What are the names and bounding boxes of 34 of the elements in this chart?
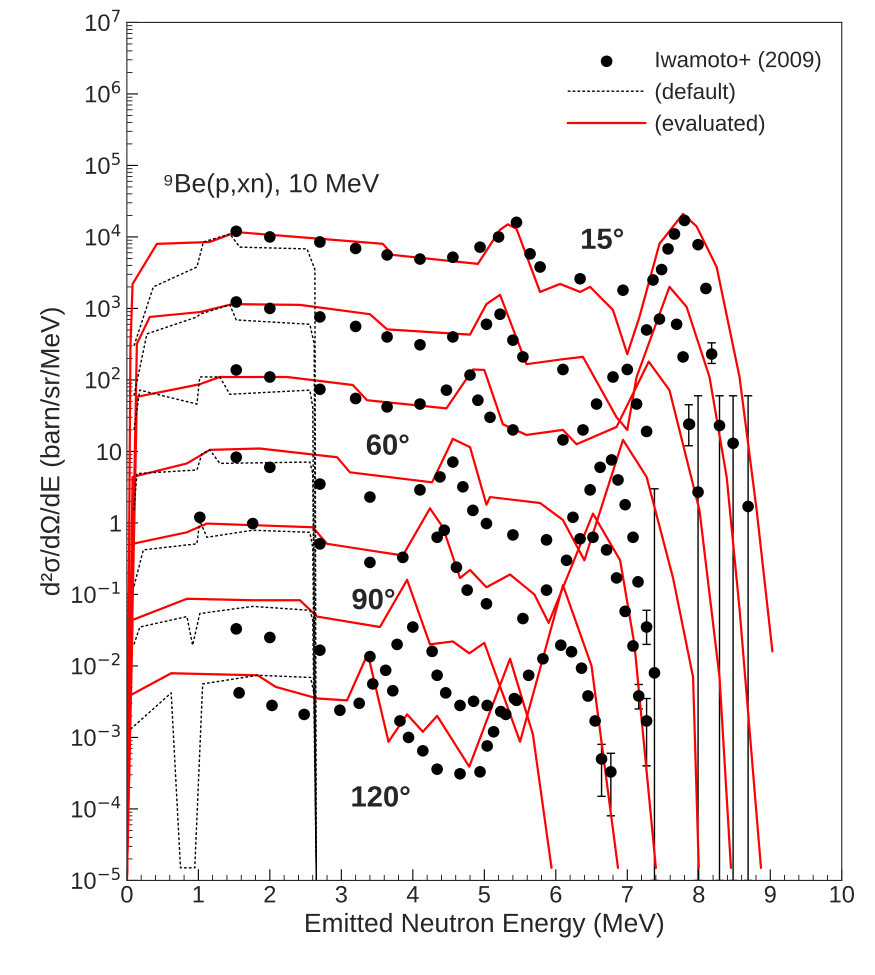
legend-label: (default) <box>656 82 735 104</box>
y-tick-label: 10$^{7}$ <box>86 10 120 32</box>
x-tick-label: 7 <box>622 886 633 902</box>
x-tick-label: 1 <box>194 886 204 902</box>
y-axis-title: d²σ/dΩ/dE (barn/sr/MeV) <box>40 308 65 596</box>
x-tick-label: 2 <box>264 886 276 902</box>
y-tick-label: 10$^{5}$ <box>86 152 120 174</box>
y-tick-label: 10$^{−2}$ <box>72 652 120 675</box>
legend-label: (evaluated) <box>656 114 764 136</box>
x-tick-label: 6 <box>550 886 562 903</box>
x-tick-label: 0 <box>121 886 133 903</box>
x-tick-label: 4 <box>406 886 419 902</box>
y-tick-label: 10$^{2}$ <box>86 366 120 389</box>
y-tick-label: 10$^{−1}$ <box>72 582 120 604</box>
x-tick-label: 10 <box>830 886 854 903</box>
x-tick-label: 3 <box>336 886 347 903</box>
y-tick-label: 10$^{6}$ <box>86 80 120 103</box>
annotation: 120° <box>352 786 410 807</box>
x-tick-label: 8 <box>693 886 704 903</box>
legend-label: Iwamoto+ (2009) <box>656 51 820 72</box>
y-tick-label: 10$^{−4}$ <box>72 796 120 818</box>
annotation: 60° <box>366 434 409 455</box>
y-tick-label: 10 <box>98 443 122 460</box>
y-tick-label: 10$^{−5}$ <box>72 868 120 890</box>
y-tick-label: 10$^{4}$ <box>86 224 120 246</box>
annotation: 15° <box>582 228 624 250</box>
x-tick-label: 9 <box>764 886 776 903</box>
y-tick-label: 10$^{−3}$ <box>72 724 120 746</box>
annotation: 90° <box>352 588 394 610</box>
x-tick-label: 5 <box>478 886 490 903</box>
y-tick-label: 10$^{3}$ <box>86 295 120 318</box>
annotation: ⁹Be(p,xn), 10 MeV <box>164 173 380 198</box>
y-tick-label: 1 <box>110 515 121 532</box>
x-axis-title: Emitted Neutron Energy (MeV) <box>306 912 664 938</box>
